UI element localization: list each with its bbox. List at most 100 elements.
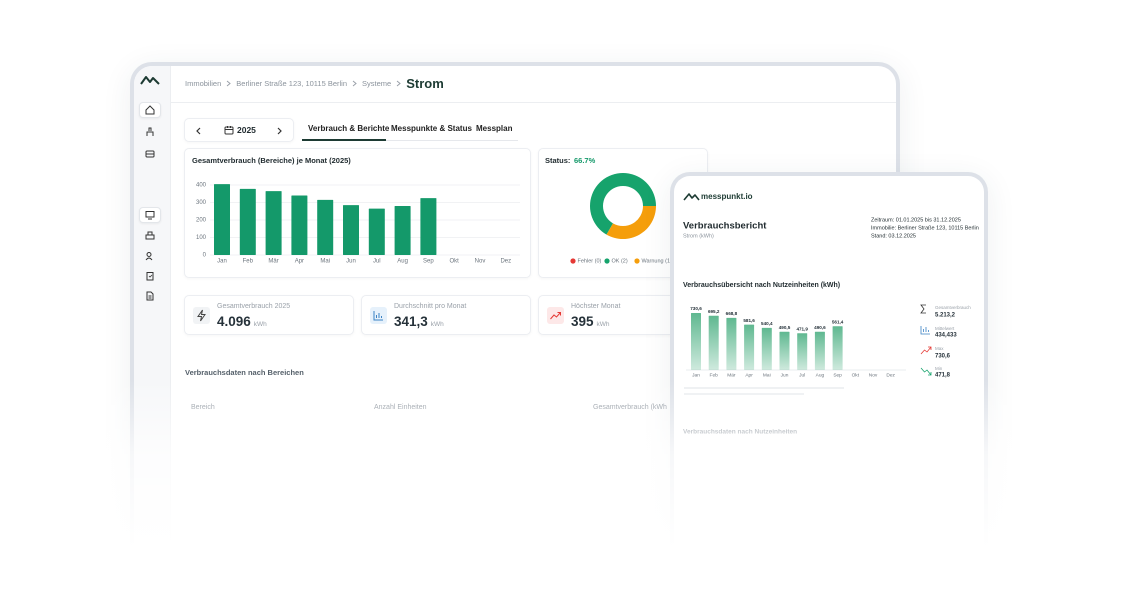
nav-document[interactable] (139, 288, 161, 304)
sum-icon (920, 304, 926, 314)
chart-title: Gesamtverbrauch (Bereiche) je Monat (202… (192, 156, 351, 165)
x-tick-label: Mär (268, 259, 278, 265)
footnote-placeholder (684, 393, 804, 395)
x-tick-label: Nov (475, 259, 486, 265)
report-kpi-label: Min (935, 366, 943, 371)
nav-home[interactable] (139, 102, 161, 118)
bar (214, 184, 230, 255)
min-icon (920, 367, 932, 376)
header-divider (171, 102, 896, 103)
monthly-chart-card: Gesamtverbrauch (Bereiche) je Monat (202… (184, 148, 531, 278)
x-tick-label: Aug (397, 259, 408, 265)
x-tick-label: Mai (763, 372, 771, 378)
report-kpi-label: Max (935, 346, 944, 351)
tab-active[interactable]: Verbrauch & Berichte (308, 124, 390, 133)
chevron (226, 80, 232, 86)
legend-label: Warnung (1) (642, 258, 673, 264)
kpi-label: Gesamtverbrauch 2025 (217, 303, 291, 310)
report-kpi-value: 730,6 (935, 354, 951, 360)
x-tick-label: Apr (745, 372, 753, 378)
nav-building[interactable] (139, 124, 161, 140)
kpi-number: 4.096 (217, 314, 251, 329)
report-subtitle: Strom (kWh) (683, 233, 714, 239)
bar (343, 205, 359, 255)
nav-users[interactable] (139, 248, 161, 264)
bar (832, 326, 843, 370)
bar (291, 195, 308, 255)
x-tick-label: Mai (320, 259, 330, 265)
report-section: Verbrauchsdaten nach Nutzeinheiten (683, 429, 797, 436)
kpi-unit: kWh (596, 321, 610, 328)
table-header: Gesamtverbrauch (kWh (593, 404, 667, 411)
chevron (396, 80, 401, 86)
breadcrumb-item[interactable]: Systeme (362, 78, 392, 88)
calendar-icon (224, 126, 234, 135)
breadcrumb: Immobilien Berliner Straße 123, 10115 Be… (185, 74, 444, 92)
value-label: 490,6 (814, 325, 826, 330)
kpi-card: Durchschnitt pro Monat 341,3 kWh (361, 295, 531, 335)
x-tick-label: Aug (816, 372, 825, 378)
report: messpunkt.io Verbrauchsbericht Strom (kW… (683, 192, 979, 436)
value-label: 471,9 (796, 326, 808, 331)
report-kpi-value: 434,433 (935, 333, 957, 339)
logo (140, 76, 160, 85)
value-label: 730,6 (690, 306, 702, 311)
y-tick-label: 200 (196, 218, 207, 224)
legend-label: Fehler (0) (578, 258, 602, 264)
x-tick-label: Jul (799, 372, 805, 378)
nav-print[interactable] (139, 228, 161, 244)
x-tick-label: Sep (423, 259, 434, 265)
tab[interactable]: Messplan (476, 124, 513, 133)
x-tick-label: Dez (500, 259, 511, 265)
bar (265, 191, 282, 255)
footnote-placeholder (684, 387, 844, 389)
report-title: Verbrauchsbericht (683, 221, 767, 232)
breadcrumb-item[interactable]: Immobilien (185, 78, 222, 88)
value-label: 490,5 (779, 325, 791, 330)
x-tick-label: Feb (710, 372, 719, 378)
chevron (352, 80, 357, 86)
section-title: Verbrauchsdaten nach Bereichen (185, 368, 304, 377)
table-header: Anzahl Einheiten (374, 404, 427, 411)
next-year[interactable] (277, 127, 283, 135)
tab-underline (302, 139, 386, 141)
x-tick-label: Jun (346, 259, 356, 265)
x-tick-label: Jun (781, 372, 789, 378)
bar (239, 188, 256, 255)
prev-year[interactable] (195, 127, 201, 135)
legend-dot (570, 258, 576, 264)
x-tick-label: Okt (450, 259, 460, 265)
nav-inbox[interactable] (139, 146, 161, 162)
kpi-value: 395 kWh (571, 314, 610, 329)
bar (708, 315, 719, 370)
x-tick-label: Jan (692, 372, 700, 378)
x-tick-label: Feb (243, 259, 254, 265)
legend-dot (634, 258, 640, 264)
y-tick-label: 300 (196, 200, 207, 206)
legend-label: OK (2) (612, 258, 628, 264)
value-label: 668,8 (726, 311, 738, 316)
donut-segment (589, 172, 656, 235)
kpi-icon (370, 307, 387, 324)
status-label: Status: (545, 156, 570, 165)
y-tick-label: 400 (196, 183, 207, 189)
nav-clipboard[interactable] (139, 268, 161, 284)
x-tick-label: Jul (373, 259, 381, 265)
report-logo (683, 193, 700, 201)
kpi-number: 341,3 (394, 314, 428, 329)
max-icon (920, 346, 932, 355)
kpi-card: Gesamtverbrauch 2025 4.096 kWh (184, 295, 354, 335)
year: 2025 (237, 125, 256, 135)
page-title: Strom (406, 75, 444, 91)
report-meta: Stand: 03.12.2025 (871, 233, 916, 239)
nav-monitor[interactable] (139, 207, 161, 223)
bar (394, 206, 411, 255)
report-brand: messpunkt.io (701, 192, 753, 201)
kpi-value: 341,3 kWh (394, 314, 444, 329)
value-label: 561,4 (832, 319, 844, 324)
tab[interactable]: Messpunkte & Status (391, 124, 472, 133)
value-label: 695,2 (708, 309, 720, 314)
avg-icon (920, 326, 930, 335)
breadcrumb-item[interactable]: Berliner Straße 123, 10115 Berlin (236, 78, 348, 88)
